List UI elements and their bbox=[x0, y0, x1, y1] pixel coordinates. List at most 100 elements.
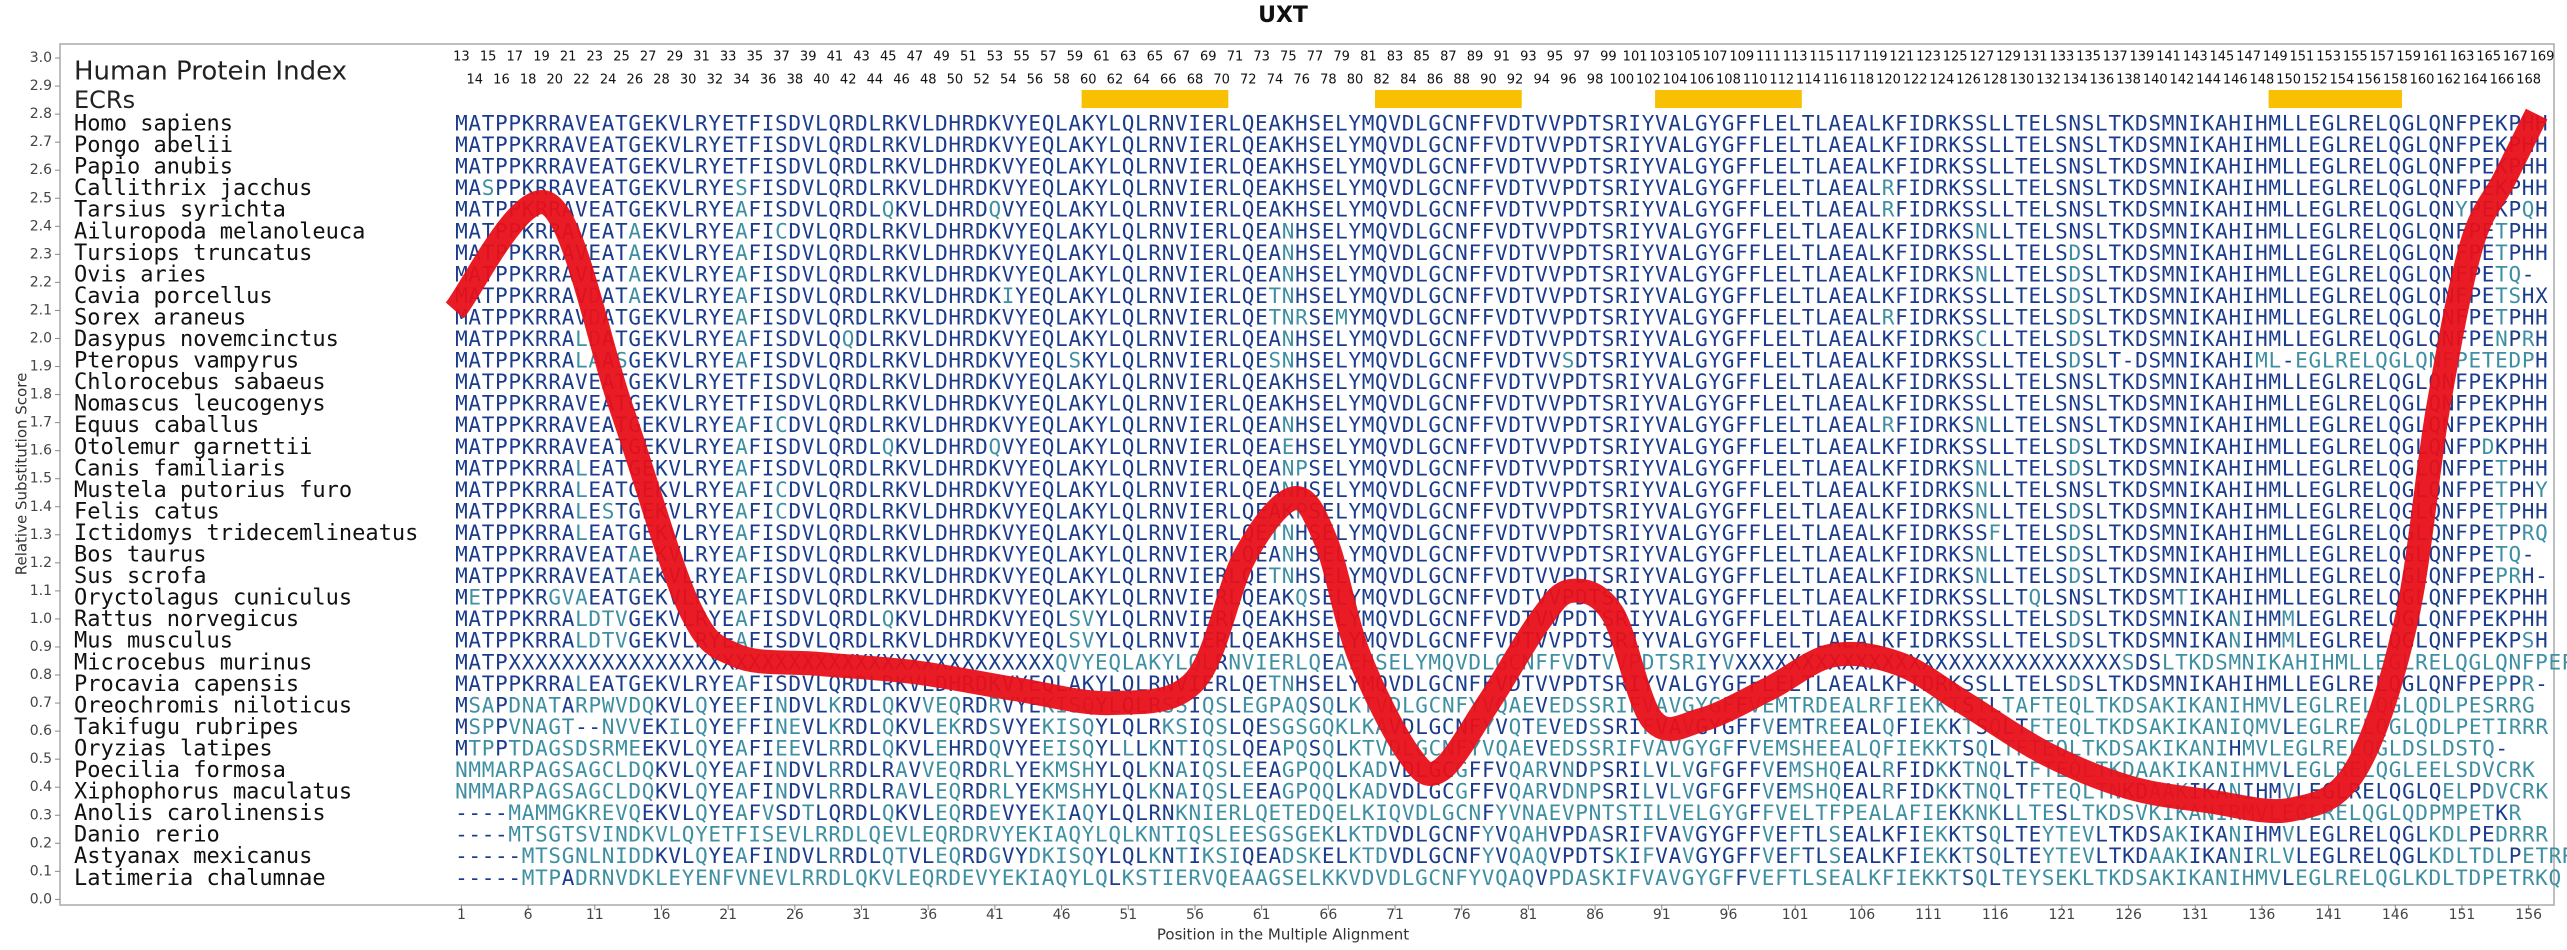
residue-run: VL bbox=[908, 780, 935, 804]
residue-run: YMQVDLGCNFFVDTVVPDTSRIYVALGYGFFLELTLAEAL bbox=[1348, 305, 1881, 329]
human-index-number: 113 bbox=[1783, 50, 1808, 65]
residue-run: KMSH bbox=[1042, 758, 1095, 782]
human-index-number: 28 bbox=[653, 73, 670, 88]
human-index-number: 82 bbox=[1373, 73, 1390, 88]
residue-run: NVV bbox=[602, 715, 642, 739]
residue-run: I bbox=[1189, 715, 1202, 739]
residue-run: TGEKVLRYE bbox=[615, 499, 735, 523]
residue-run: D bbox=[2068, 349, 2081, 373]
human-index-number: 81 bbox=[1360, 50, 1377, 65]
residue-run: A bbox=[735, 284, 748, 308]
species-name: Xiphophorus maculatus bbox=[74, 780, 352, 805]
residue-run: PQ bbox=[1282, 736, 1309, 760]
residue-run: I bbox=[1189, 844, 1202, 868]
species-name: Astyanax mexicanus bbox=[74, 844, 312, 869]
residue-run: MATPPKRRAVEAT bbox=[455, 543, 628, 567]
residue-run: L bbox=[1135, 736, 1148, 760]
residue-run: EGPAQ bbox=[1242, 693, 1309, 717]
residue-run: LTKDS bbox=[2095, 823, 2162, 847]
residue-run: EGLRELQGLKDLTDPETRKQ bbox=[2295, 866, 2562, 890]
y-tick-label: 0.5 bbox=[30, 751, 52, 767]
human-index-number: 41 bbox=[827, 50, 844, 65]
residue-run: MATPPKRRAVEATGEKVLRYETFISDVLQRDLRKVLDHRD… bbox=[455, 370, 2548, 394]
residue-run: S bbox=[1309, 736, 1322, 760]
residue-run: ----- bbox=[455, 844, 522, 868]
species-name: Callithrix jacchus bbox=[74, 176, 312, 201]
human-index-number: 146 bbox=[2223, 73, 2248, 88]
residue-run: QAR bbox=[1509, 780, 1549, 804]
species-name: Mus musculus bbox=[74, 629, 233, 654]
residue-run: T bbox=[2495, 478, 2508, 502]
human-index-number: 152 bbox=[2303, 73, 2328, 88]
residue-run: E bbox=[1775, 823, 1788, 847]
residue-run: VEMTRDEALRFIEKKT bbox=[1749, 693, 1962, 717]
residue-run: I bbox=[1002, 284, 1015, 308]
human-index-number: 78 bbox=[1320, 73, 1337, 88]
residue-run: M bbox=[2282, 629, 2295, 653]
residue-run: E bbox=[989, 801, 1002, 825]
residue-run: EAL bbox=[1842, 715, 1882, 739]
species-name: Dasypus novemcinctus bbox=[74, 327, 339, 352]
residue-run: N bbox=[1975, 456, 1988, 480]
x-tick-label: 121 bbox=[2049, 907, 2076, 923]
human-index-number: 77 bbox=[1307, 50, 1324, 65]
residue-run: A bbox=[628, 543, 641, 567]
residue-run: V bbox=[1682, 823, 1695, 847]
residue-run: E bbox=[1775, 715, 1788, 739]
sequence: MATPPKRRALESTGEKVLRYEAFICDVLQRDLRKVLDHRD… bbox=[455, 499, 2548, 523]
residue-run: GFF bbox=[1722, 780, 1762, 804]
residue-run: P bbox=[2469, 780, 2482, 804]
species-name: Chlorocebus sabaeus bbox=[74, 370, 326, 395]
human-index-number: 128 bbox=[1983, 73, 2008, 88]
human-index-number: 46 bbox=[893, 73, 910, 88]
residue-run: DRNVDKLEYENFVNEVLRRDLQKVLEQRDEVYEKIAQYLQ bbox=[575, 866, 1108, 890]
human-index-number: 35 bbox=[747, 50, 764, 65]
y-tick-label: 2.2 bbox=[30, 274, 52, 290]
residue-run: SLTKDSMNIKAHIHMLLEGLRELQGLQNFPE bbox=[2082, 543, 2495, 567]
ecr-bar bbox=[1375, 90, 1522, 108]
residue-run: FFV bbox=[1469, 758, 1509, 782]
x-tick-label: 151 bbox=[2449, 907, 2476, 923]
residue-run: YE bbox=[708, 801, 735, 825]
residue-run: N bbox=[775, 758, 788, 782]
residue-run: A bbox=[735, 349, 748, 373]
sequence: NMMARPAGSAGCLDQKVLQYEAFINDVLRRDLRAVVEQRD… bbox=[455, 758, 2535, 782]
residue-run: YL bbox=[1095, 736, 1122, 760]
residue-run: RDL bbox=[842, 693, 882, 717]
residue-run: KSTIERVQEAAGSELKKVDVDLGCNFYVQAQ bbox=[1122, 866, 1535, 890]
sequence: MTPPTDAGSDSRMEEKVLQYEAFIEEVLRRDLQKVLEHRD… bbox=[455, 736, 2509, 760]
sequence: MATPPKRRAVEATGEKVLRYETFISDVLQRDLRKVLDHRD… bbox=[455, 155, 2548, 179]
residue-run: S bbox=[1962, 736, 1975, 760]
residue-run: HSELYMQVDLGCNFFVDTVVPDTSRIYVALGYGFFLELTL… bbox=[1295, 543, 1975, 567]
sequence: -----MTSGNLNIDDKVLQYEAFINDVLRRDLQTVLEQRD… bbox=[455, 844, 2567, 868]
residue-run: E bbox=[1775, 780, 1788, 804]
human-index-number: 63 bbox=[1120, 50, 1137, 65]
residue-run: KVLDHRDKVYEQL bbox=[895, 607, 1068, 631]
x-tick-label: 61 bbox=[1253, 907, 1271, 923]
human-index-number: 126 bbox=[1956, 73, 1981, 88]
human-index-number: 30 bbox=[680, 73, 697, 88]
residue-run: FTEQLTKDSAKIKANIQMV bbox=[2029, 715, 2282, 739]
residue-run: Q bbox=[695, 693, 708, 717]
residue-run: HSELYMQVDLGCNFFVDTVVPDTSRIYVALGYGFFLELTL… bbox=[1295, 521, 1988, 545]
residue-run: Q bbox=[695, 844, 708, 868]
residue-run: Q bbox=[988, 198, 1001, 222]
residue-run: N bbox=[775, 693, 788, 717]
residue-run: NP bbox=[1282, 456, 1309, 480]
human-index-number: 65 bbox=[1147, 50, 1164, 65]
residue-run: YE bbox=[1015, 758, 1042, 782]
residue-run: E bbox=[1322, 650, 1335, 674]
residue-run: A bbox=[735, 543, 748, 567]
residue-run: F bbox=[1735, 866, 1748, 890]
human-index-number: 23 bbox=[587, 50, 604, 65]
residue-run: A bbox=[628, 219, 641, 243]
residue-run: VEQ bbox=[922, 758, 962, 782]
human-index-number: 84 bbox=[1400, 73, 1417, 88]
human-index-number: 156 bbox=[2356, 73, 2381, 88]
residue-run: ---- bbox=[455, 801, 508, 825]
residue-run: RQ bbox=[2522, 521, 2549, 545]
residue-run: TEYSEKLTKDSAKIKANIHMV bbox=[2002, 866, 2282, 890]
residue-run: A bbox=[735, 801, 748, 825]
residue-run: R bbox=[828, 844, 841, 868]
